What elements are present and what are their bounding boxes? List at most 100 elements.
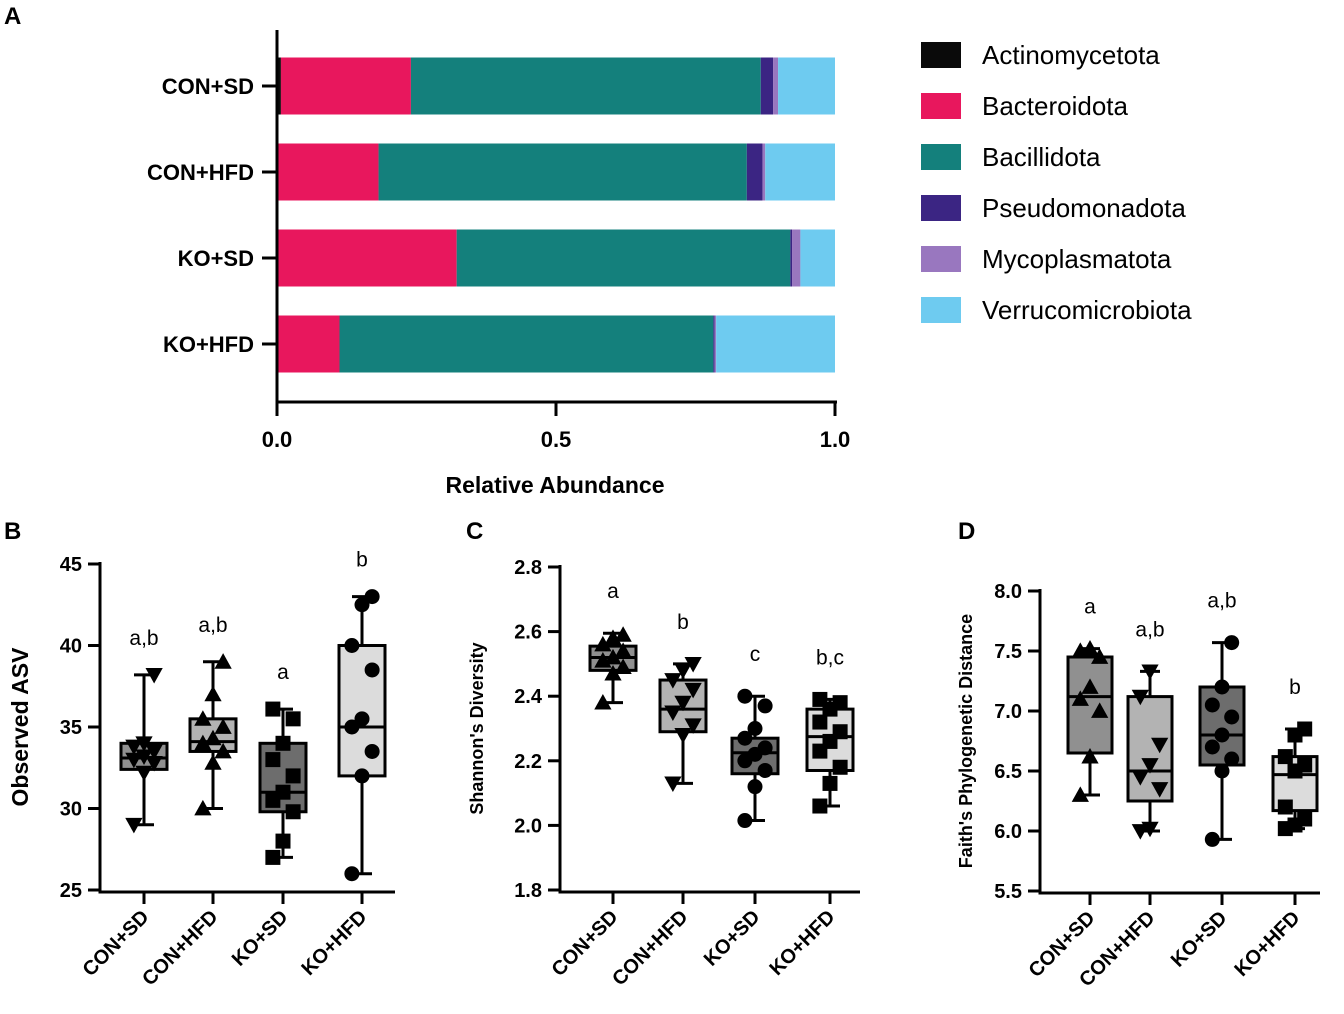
y-tick-label-1: 2.0	[514, 815, 542, 837]
data-point-ko-hfd-9	[812, 691, 828, 707]
bar-segment-ko-sd-pseudomonadota	[790, 229, 793, 287]
y-tick-label-1: 30	[60, 799, 82, 821]
data-point-con-hfd-0	[664, 776, 682, 793]
data-point-ko-sd-5	[757, 740, 773, 756]
data-point-con-hfd-1	[1141, 821, 1159, 838]
data-point-ko-sd-0	[265, 849, 281, 865]
data-point-con-hfd-3	[1131, 770, 1149, 786]
data-point-con-hfd-4	[204, 729, 222, 746]
category-label-con-sd: CON+SD	[162, 74, 254, 99]
data-point-ko-sd-0	[1204, 831, 1220, 847]
data-point-ko-hfd-6	[1277, 749, 1293, 765]
category-label-ko-hfd: KO+HFD	[163, 332, 254, 357]
data-point-ko-hfd-2	[364, 743, 380, 759]
data-point-con-sd-7	[1081, 639, 1099, 656]
data-point-con-hfd-3	[194, 734, 212, 751]
data-point-ko-sd-1	[1214, 763, 1230, 779]
data-point-con-sd-2	[614, 658, 632, 675]
data-point-con-hfd-6	[664, 673, 682, 689]
x-tick-label-ko-hfd: KO+HFD	[1230, 907, 1304, 981]
data-point-ko-sd-8	[757, 698, 773, 714]
bar-segment-ko-hfd-mycoplasmatota	[714, 315, 717, 373]
data-point-con-hfd-1	[204, 754, 222, 770]
data-point-con-sd-5	[1091, 648, 1109, 664]
data-point-ko-hfd-6	[812, 714, 828, 730]
bar-segment-con-sd-pseudomonadota	[760, 57, 774, 115]
bar-segment-con-hfd-verrucomicrobiota	[765, 143, 835, 201]
data-point-con-hfd-6	[1131, 689, 1149, 706]
y-axis-title: Observed ASV	[7, 647, 33, 807]
data-point-con-hfd-2	[1151, 782, 1169, 798]
y-tick-label-5: 8.0	[994, 581, 1022, 603]
y-axis-title: Faith's Phylogenetic Distance	[956, 614, 976, 868]
panel-d: D 5.5 6.0 6.5 7.0 7.5 8.0 Faith's Phylogenetic…	[956, 518, 1320, 991]
bar-segment-ko-hfd-bacillidota	[339, 315, 714, 373]
data-point-con-hfd-1	[674, 728, 692, 744]
data-point-ko-sd-4	[1214, 727, 1230, 743]
data-point-ko-sd-7	[275, 735, 291, 751]
data-point-con-sd-5	[614, 642, 632, 658]
x-ticks: 0.0 0.5 1.0	[262, 402, 850, 452]
data-point-con-sd-4	[604, 648, 622, 665]
data-point-ko-sd-1	[275, 833, 291, 849]
data-point-con-hfd-5	[684, 682, 702, 699]
data-point-con-hfd-5	[214, 718, 232, 734]
bar-segment-con-hfd-mycoplasmatota	[762, 143, 766, 201]
axes	[558, 565, 860, 894]
legend-swatch-bacillidota	[921, 144, 961, 170]
y-tick-label-3: 2.4	[514, 686, 543, 708]
data-point-con-hfd-7	[204, 685, 222, 702]
data-point-con-sd-4	[1081, 678, 1099, 694]
significance-label-ko-hfd: b,c	[816, 646, 844, 669]
box-ko-hfd	[337, 644, 387, 778]
stacked-bars	[277, 57, 835, 373]
legend-label-pseudomonadota: Pseudomonadota	[982, 193, 1186, 223]
data-point-ko-sd-3	[1204, 739, 1220, 755]
data-point-ko-hfd-6	[344, 638, 360, 653]
box-group-ko-sd: a,b KO+SD	[1167, 590, 1246, 972]
y-tick-label-1: 6.0	[994, 821, 1022, 843]
y-tick-label-0: 5.5	[994, 881, 1022, 903]
bar-segment-con-sd-bacillidota	[410, 57, 761, 115]
panel-letter-a: A	[4, 3, 21, 30]
category-label-ko-sd: KO+SD	[178, 246, 254, 271]
data-point-ko-hfd-3	[344, 719, 360, 735]
bar-segment-con-hfd-bacillidota	[378, 143, 747, 201]
data-point-con-sd-1	[135, 765, 153, 782]
data-point-ko-sd-6	[737, 730, 753, 746]
data-point-ko-hfd-7	[354, 597, 370, 613]
x-tick-label-1: 0.5	[541, 427, 572, 452]
data-point-con-hfd-7	[1141, 664, 1159, 681]
box-group-ko-sd: a KO+SD	[228, 661, 308, 971]
data-point-ko-hfd-8	[364, 589, 380, 605]
data-point-ko-sd-8	[1224, 635, 1240, 651]
data-point-con-hfd-0	[194, 799, 212, 816]
data-point-con-hfd-8	[684, 657, 702, 673]
data-point-ko-hfd-5	[832, 724, 848, 740]
data-point-con-sd-4	[135, 749, 153, 765]
data-point-con-hfd-0	[1131, 824, 1149, 840]
data-point-con-hfd-7	[674, 663, 692, 679]
legend-swatch-bacteroidota	[921, 93, 961, 119]
data-point-con-hfd-2	[214, 742, 232, 759]
data-point-ko-hfd-5	[1297, 757, 1313, 773]
panel-c: C 1.8 2.0 2.2 2.4 2.6 2.8 Shannon's Diversity a…	[466, 518, 860, 990]
x-tick-label-ko-hfd: KO+HFD	[765, 906, 839, 980]
bar-segment-con-sd-verrucomicrobiota	[778, 57, 835, 115]
bar-segment-ko-sd-bacteroidota	[278, 229, 457, 287]
data-point-con-hfd-2	[684, 718, 702, 734]
data-point-con-sd-0	[594, 694, 612, 710]
data-point-ko-sd-2	[757, 762, 773, 778]
y-tick-label-0: 25	[60, 880, 82, 902]
y-tick-label-3: 7.0	[994, 701, 1022, 723]
data-point-ko-hfd-4	[354, 711, 370, 727]
data-point-con-hfd-6	[194, 710, 212, 726]
significance-label-ko-sd: a,b	[1207, 590, 1236, 613]
data-point-ko-hfd-2	[832, 759, 848, 775]
bar-segment-con-sd-mycoplasmatota	[773, 57, 779, 115]
y-ticks: 5.5 6.0 6.5 7.0 7.5 8.0	[994, 581, 1040, 903]
box-group-ko-hfd: b KO+HFD	[297, 549, 387, 980]
legend-swatch-pseudomonadota	[921, 195, 961, 221]
data-point-con-hfd-3	[664, 705, 682, 721]
box-group-ko-sd: c KO+SD	[700, 643, 780, 971]
